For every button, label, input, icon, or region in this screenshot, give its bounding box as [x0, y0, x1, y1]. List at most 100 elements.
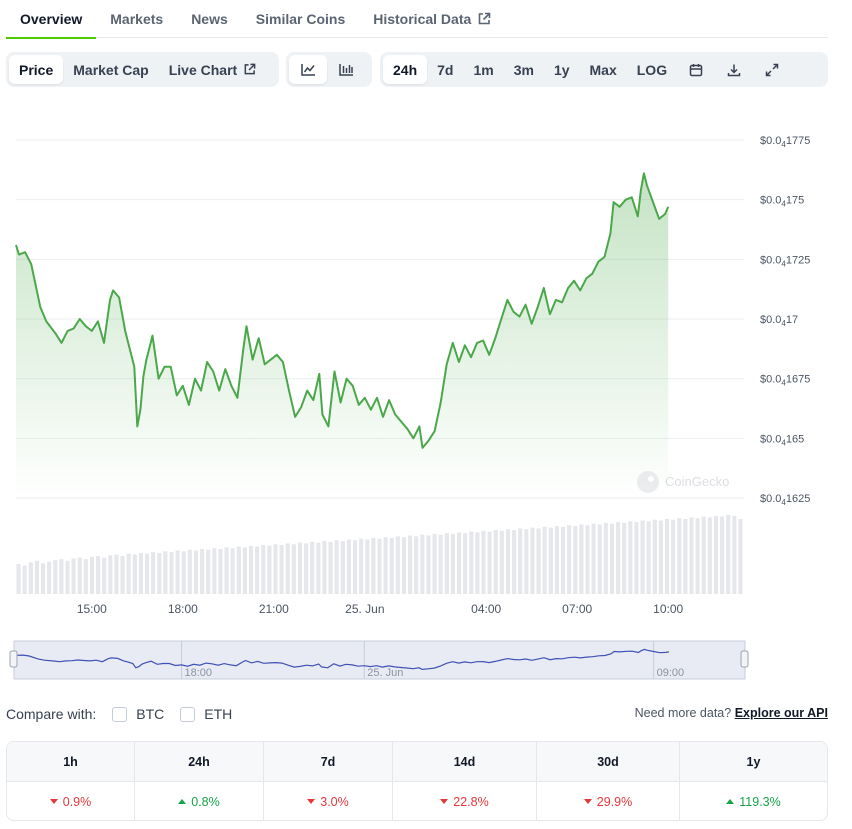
tab-historical-data-label: Historical Data — [373, 11, 472, 27]
coingecko-watermark: CoinGecko — [637, 471, 729, 493]
volume-bar — [334, 540, 339, 594]
volume-bar — [316, 542, 321, 594]
range-max-button[interactable]: Max — [580, 55, 627, 84]
volume-bar — [359, 538, 364, 594]
checkbox-box — [112, 706, 128, 722]
volume-bar — [365, 539, 370, 594]
range-1y-button[interactable]: 1y — [544, 55, 580, 84]
line-chart-button[interactable] — [289, 55, 327, 84]
tab-markets[interactable]: Markets — [96, 0, 177, 38]
navigator-right-handle[interactable] — [740, 650, 749, 668]
volume-bar — [169, 552, 174, 594]
volume-bar — [16, 563, 21, 594]
volume-bar — [47, 561, 52, 594]
external-link-icon — [243, 63, 256, 76]
range-navigator[interactable]: 18:00 25. Jun 09:00 — [9, 640, 749, 680]
range-24h-button[interactable]: 24h — [383, 55, 428, 84]
price-change-value-row: 0.9% 0.8% 3.0% 22.8% 29.9% 119.3% — [7, 782, 827, 820]
y-axis-labels: $0.041775 $0.04175 $0.041725 $0.0417 $0.0416… — [760, 135, 810, 507]
volume-bar — [542, 526, 547, 594]
fullscreen-button[interactable] — [753, 55, 791, 84]
explore-api-link[interactable]: Explore our API — [734, 706, 828, 720]
navigator-line — [13, 648, 669, 671]
navigator-left-handle[interactable] — [9, 650, 18, 668]
price-chart[interactable]: $0.041775 $0.04175 $0.041725 $0.0417 $0.0416… — [0, 120, 852, 685]
volume-bar — [634, 522, 639, 594]
volume-bar — [463, 533, 468, 594]
volume-bar — [157, 552, 162, 594]
candlestick-chart-button[interactable] — [327, 55, 365, 84]
volume-bar — [664, 518, 670, 594]
range-3m-button[interactable]: 3m — [504, 55, 544, 84]
tab-historical-data[interactable]: Historical Data — [359, 0, 505, 38]
download-button[interactable] — [715, 55, 753, 84]
volume-bar — [114, 554, 119, 594]
x-tick-label: 10:00 — [653, 602, 683, 616]
volume-bar — [138, 552, 143, 594]
volume-bar — [151, 552, 156, 594]
tab-overview[interactable]: Overview — [6, 0, 97, 39]
change-1y-value: 119.3% — [739, 794, 781, 809]
volume-bar — [346, 539, 351, 594]
range-7d-label: 7d — [437, 61, 454, 78]
price-button[interactable]: Price — [9, 55, 64, 84]
log-scale-label: LOG — [636, 61, 668, 78]
volume-bar — [426, 535, 431, 594]
header-14d: 14d — [393, 742, 537, 781]
navigator-labels: 18:00 25. Jun 09:00 — [185, 667, 685, 679]
tab-news[interactable]: News — [177, 0, 242, 38]
volume-bar — [377, 538, 382, 594]
volume-bar — [713, 515, 719, 594]
volume-bar — [28, 562, 33, 594]
tab-news-label: News — [191, 11, 228, 27]
navigator-gridlines — [181, 641, 655, 679]
volume-bar — [701, 516, 706, 594]
volume-bar — [163, 551, 168, 594]
volume-bar — [261, 545, 266, 594]
range-1m-button[interactable]: 1m — [463, 55, 503, 84]
calendar-button[interactable] — [677, 55, 715, 84]
price-change-header-row: 1h 24h 7d 14d 30d 1y — [7, 742, 827, 782]
volume-bar — [671, 519, 676, 594]
volume-bar — [573, 526, 578, 594]
compare-eth-checkbox[interactable]: ETH — [180, 706, 232, 722]
compare-btc-checkbox[interactable]: BTC — [112, 706, 164, 722]
volume-bar — [206, 549, 211, 594]
volume-bar — [683, 518, 688, 594]
y-tick-label: $0.041725 — [760, 254, 810, 268]
range-3m-label: 3m — [513, 61, 534, 78]
live-chart-button[interactable]: Live Chart — [159, 55, 266, 84]
volume-bar — [524, 529, 529, 594]
y-tick-label: $0.041675 — [760, 374, 810, 388]
volume-bar — [187, 549, 192, 594]
market-cap-button-label: Market Cap — [73, 61, 149, 78]
volume-bar — [77, 557, 82, 594]
market-cap-button[interactable]: Market Cap — [63, 55, 158, 84]
volume-bar — [102, 557, 107, 594]
volume-bar — [499, 530, 504, 594]
volume-bar — [132, 554, 137, 594]
volume-bar — [738, 518, 743, 594]
tab-similar-coins[interactable]: Similar Coins — [242, 0, 359, 38]
volume-bar — [236, 546, 241, 594]
range-7d-button[interactable]: 7d — [427, 55, 463, 84]
range-1m-label: 1m — [473, 61, 494, 78]
log-scale-button[interactable]: LOG — [627, 55, 677, 84]
change-arrow-icon — [726, 799, 735, 804]
volume-bar — [505, 529, 511, 594]
change-arrow-icon — [583, 799, 592, 804]
volume-bar — [560, 526, 566, 594]
api-promo-text: Need more data? — [634, 706, 732, 720]
volume-bar — [732, 515, 737, 594]
change-arrow-icon — [49, 799, 58, 804]
volume-bars — [16, 515, 743, 594]
volume-bar — [597, 524, 602, 594]
volume-bar — [450, 533, 455, 594]
volume-bar — [640, 520, 645, 594]
volume-bar — [481, 530, 486, 594]
download-icon — [727, 63, 741, 77]
volume-bar — [383, 537, 388, 594]
volume-bar — [420, 534, 425, 594]
volume-bar — [408, 535, 413, 594]
volume-bar — [389, 537, 394, 594]
